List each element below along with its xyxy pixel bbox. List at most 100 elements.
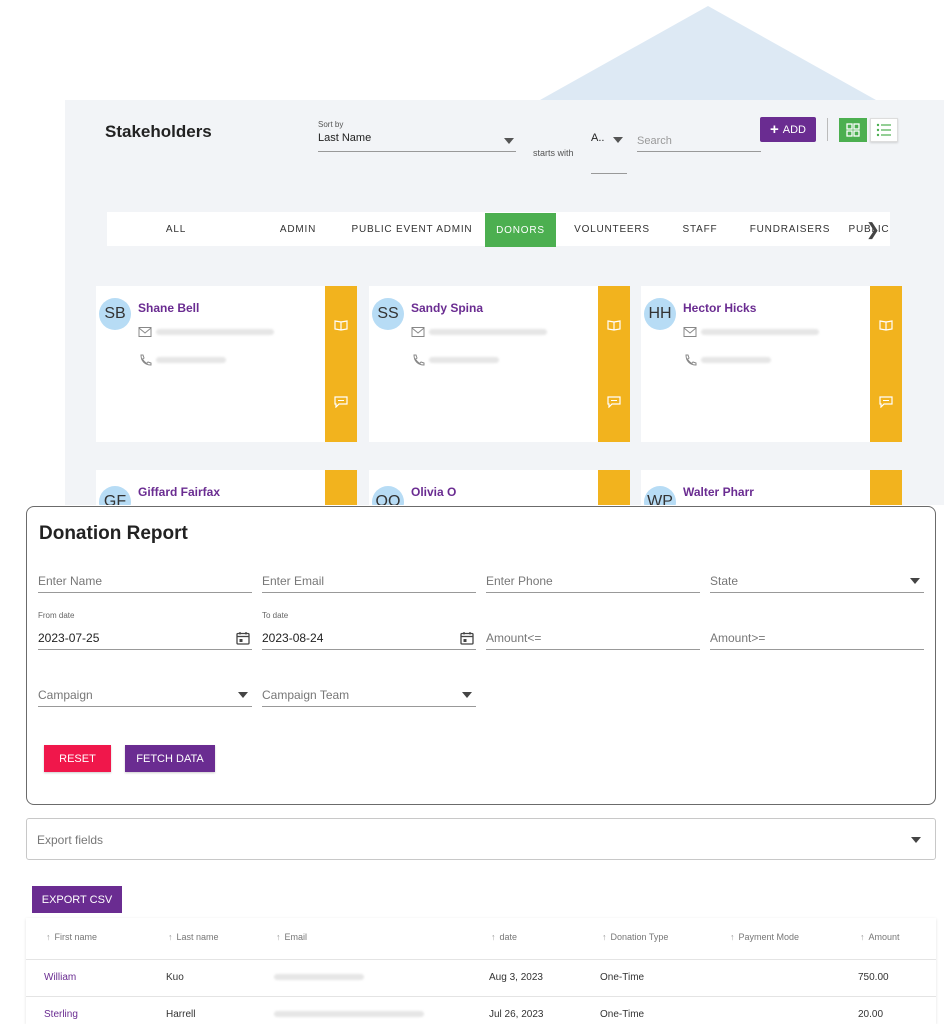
cell-first-name[interactable]: William [44,972,77,983]
tab-admin[interactable]: ADMIN [279,223,317,235]
stakeholders-panel: Stakeholders Sort by Last Name starts wi… [65,100,944,505]
avatar: SS [372,298,404,330]
redacted-email [274,974,364,981]
cell-email [274,972,364,983]
tab-fundraisers[interactable]: FUNDRAISERS [749,223,831,235]
stakeholder-name[interactable]: Giffard Fairfax [138,485,221,499]
book-icon[interactable] [607,319,621,331]
column-header-amount[interactable]: ↑ Amount [860,932,900,942]
reset-button[interactable]: RESET [44,745,111,772]
donation-report-panel: Donation Report State From date 2023-07-… [26,506,936,805]
amount-max-field[interactable] [486,627,700,650]
avatar: OO [372,486,404,505]
amount-min-input[interactable] [710,627,924,649]
card-action-bar [325,286,357,442]
stakeholder-card[interactable]: SB Shane Bell [96,286,357,442]
stakeholder-card[interactable]: WP Walter Pharr [641,470,902,505]
redacted-email [156,329,274,335]
state-select[interactable]: State [710,570,924,593]
stakeholder-name[interactable]: Olivia O [411,485,457,499]
tab-public-event-admin[interactable]: PUBLIC EVENT ADMIN [351,223,473,235]
stakeholder-name[interactable]: Hector Hicks [683,301,757,315]
phone-icon [140,354,152,366]
export-fields-select[interactable]: Export fields [26,818,936,860]
avatar: WP [644,486,676,505]
list-icon [876,123,891,137]
email-field[interactable] [262,570,476,593]
campaign-team-select[interactable]: Campaign Team [262,684,476,707]
add-button[interactable]: + ADD [760,117,816,142]
starts-with-label: starts with [533,148,574,158]
list-view-button[interactable] [870,118,898,142]
column-header-donation-type[interactable]: ↑ Donation Type [602,932,669,942]
column-header-payment-mode[interactable]: ↑ Payment Mode [730,932,800,942]
message-icon[interactable] [879,396,893,408]
column-header-first-name[interactable]: ↑ First name [46,932,98,942]
book-icon[interactable] [334,319,348,331]
stakeholder-name[interactable]: Shane Bell [138,301,200,315]
calendar-icon[interactable] [236,631,250,645]
chevron-right-icon[interactable]: ❯ [865,220,880,239]
column-header-date[interactable]: ↑ date [491,932,518,942]
tab-donors[interactable]: DONORS [485,213,556,247]
stakeholder-card[interactable]: GF Giffard Fairfax [96,470,357,505]
campaign-select[interactable]: Campaign [38,684,252,707]
redacted-email [701,329,819,335]
mail-icon [138,327,152,337]
cell-date: Jul 26, 2023 [489,1009,544,1020]
name-field[interactable] [38,570,252,593]
phone-input[interactable] [486,570,700,592]
redacted-email [274,1011,424,1018]
email-input[interactable] [262,570,476,592]
cell-donation-type: One-Time [600,972,645,983]
redacted-phone [156,357,226,363]
avatar: HH [644,298,676,330]
add-button-label: ADD [782,123,806,136]
redacted-phone [429,357,499,363]
stakeholder-name[interactable]: Sandy Spina [411,301,484,315]
to-date-value: 2023-08-24 [262,631,324,645]
column-header-email[interactable]: ↑ Email [276,932,308,942]
stakeholder-name[interactable]: Walter Pharr [683,485,754,499]
stakeholder-card[interactable]: HH Hector Hicks [641,286,902,442]
stakeholder-card[interactable]: OO Olivia O [369,470,630,505]
grid-view-button[interactable] [839,118,867,142]
table-row[interactable]: Sterling Harrell Jul 26, 2023 One-Time 2… [26,997,936,1024]
calendar-icon[interactable] [460,631,474,645]
stakeholder-card[interactable]: SS Sandy Spina [369,286,630,442]
message-icon[interactable] [334,396,348,408]
fetch-data-button[interactable]: FETCH DATA [125,745,215,772]
name-input[interactable] [38,570,252,592]
background-shape [540,6,876,100]
tab-staff[interactable]: STAFF [682,223,718,235]
redacted-phone [701,357,771,363]
chevron-down-icon [613,137,623,143]
search-input[interactable] [637,130,761,152]
tab-all[interactable]: ALL [165,223,187,235]
export-csv-button[interactable]: EXPORT CSV [32,886,122,913]
campaign-label: Campaign [38,688,93,702]
mail-icon [411,327,425,337]
message-icon[interactable] [607,396,621,408]
cell-last-name: Harrell [166,1009,196,1020]
starts-with-select[interactable]: A.. [591,132,627,174]
cell-first-name[interactable]: Sterling [44,1009,78,1020]
book-icon[interactable] [879,319,893,331]
card-action-bar [870,286,902,442]
amount-min-field[interactable] [710,627,924,650]
export-fields-label: Export fields [37,833,104,847]
card-action-bar [598,286,630,442]
sort-by-select[interactable]: Sort by Last Name [318,120,516,152]
from-date-field[interactable]: From date 2023-07-25 [38,611,252,650]
chevron-down-icon [504,138,514,144]
tab-public[interactable]: PUBLIC [848,223,890,235]
to-date-caption: To date [262,611,289,620]
role-tabs: ALL ADMIN PUBLIC EVENT ADMIN DONORS VOLU… [107,212,890,247]
to-date-field[interactable]: To date 2023-08-24 [262,611,476,650]
phone-field[interactable] [486,570,700,593]
table-row[interactable]: William Kuo Aug 3, 2023 One-Time 750.00 [26,960,936,997]
tab-volunteers[interactable]: VOLUNTEERS [574,223,650,235]
column-header-last-name[interactable]: ↑ Last name [168,932,219,942]
starts-with-value: A.. [591,132,605,144]
amount-max-input[interactable] [486,627,700,649]
